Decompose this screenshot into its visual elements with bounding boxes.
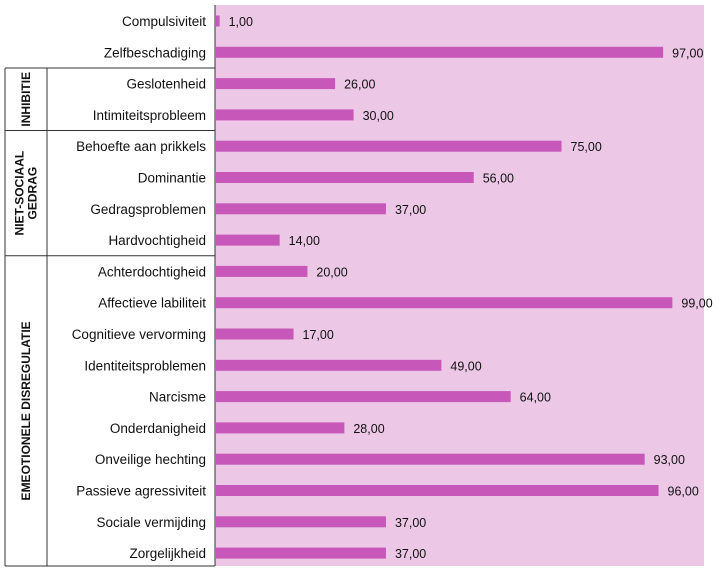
- bar: [215, 109, 354, 121]
- bar: [215, 140, 562, 152]
- bar: [215, 234, 280, 246]
- group-label: NIET-SOCIAALGEDRAG: [13, 151, 40, 236]
- bar: [215, 359, 442, 371]
- category-label: Narcisme: [149, 390, 206, 405]
- group-labels: INHIBITIE NIET-SOCIAALGEDRAG EMEOTIONELE D…: [13, 72, 40, 501]
- category-label: Affectieve labiliteit: [98, 296, 206, 311]
- bar: [215, 172, 474, 183]
- value-labels: 1,00 97,00 26,00 30,00 75,00 56,00 37,00 14,00 2…: [229, 15, 713, 561]
- value-label: 20,00: [316, 265, 347, 279]
- category-label: Dominantie: [138, 171, 206, 186]
- bar: [215, 391, 511, 403]
- category-label: Behoefte aan prikkels: [76, 139, 206, 154]
- group-label: INHIBITIE: [19, 72, 33, 127]
- category-label: Hardvochtigheid: [108, 233, 206, 248]
- category-label: Identiteitsproblemen: [84, 358, 206, 373]
- value-label: 49,00: [450, 359, 481, 373]
- category-label: Zorgelijkheid: [129, 546, 206, 561]
- value-label: 30,00: [363, 109, 394, 123]
- category-label: Onveilige hechting: [95, 452, 206, 467]
- value-label: 56,00: [483, 172, 514, 186]
- bar: [215, 453, 645, 465]
- value-label: 26,00: [344, 78, 375, 92]
- bar: [215, 203, 386, 215]
- bar: [215, 547, 386, 559]
- value-label: 37,00: [395, 547, 426, 561]
- bar: [215, 265, 308, 277]
- category-label: Geslotenheid: [126, 77, 206, 92]
- category-label: Zelfbeschadiging: [104, 45, 206, 60]
- bar: [215, 328, 294, 340]
- bar: [215, 78, 336, 90]
- plot-background: [215, 5, 704, 566]
- value-label: 99,00: [681, 297, 712, 311]
- category-label: Cognitieve vervorming: [72, 327, 206, 342]
- value-label: 37,00: [395, 203, 426, 217]
- group-label: EMEOTIONELE DISREGULATIE: [19, 321, 33, 500]
- bar: [215, 422, 345, 434]
- bar: [215, 297, 673, 309]
- category-label: Sociale vermijding: [96, 515, 206, 530]
- group-frames: [4, 5, 216, 567]
- value-label: 28,00: [353, 422, 384, 436]
- bars: [215, 15, 673, 559]
- value-label: 75,00: [571, 140, 602, 154]
- value-label: 97,00: [672, 46, 703, 60]
- value-label: 64,00: [520, 391, 551, 405]
- category-labels: Compulsiviteit Zelfbeschadiging Geslotenhe…: [72, 14, 207, 561]
- value-label: 1,00: [229, 15, 253, 29]
- category-label: Gedragsproblemen: [90, 202, 206, 217]
- value-label: 37,00: [395, 516, 426, 530]
- category-label: Compulsiviteit: [122, 14, 206, 29]
- value-label: 96,00: [668, 485, 699, 499]
- bar: [215, 485, 659, 496]
- bar: [215, 516, 386, 528]
- bar: [215, 46, 664, 58]
- category-label: Achterdochtigheid: [98, 264, 206, 279]
- category-label: Intimiteitsprobleem: [93, 108, 206, 123]
- value-label: 93,00: [654, 453, 685, 467]
- bar: [215, 15, 220, 27]
- value-label: 17,00: [303, 328, 334, 342]
- value-label: 14,00: [289, 234, 320, 248]
- category-label: Passieve agressiviteit: [76, 484, 206, 499]
- category-label: Onderdanigheid: [110, 421, 206, 436]
